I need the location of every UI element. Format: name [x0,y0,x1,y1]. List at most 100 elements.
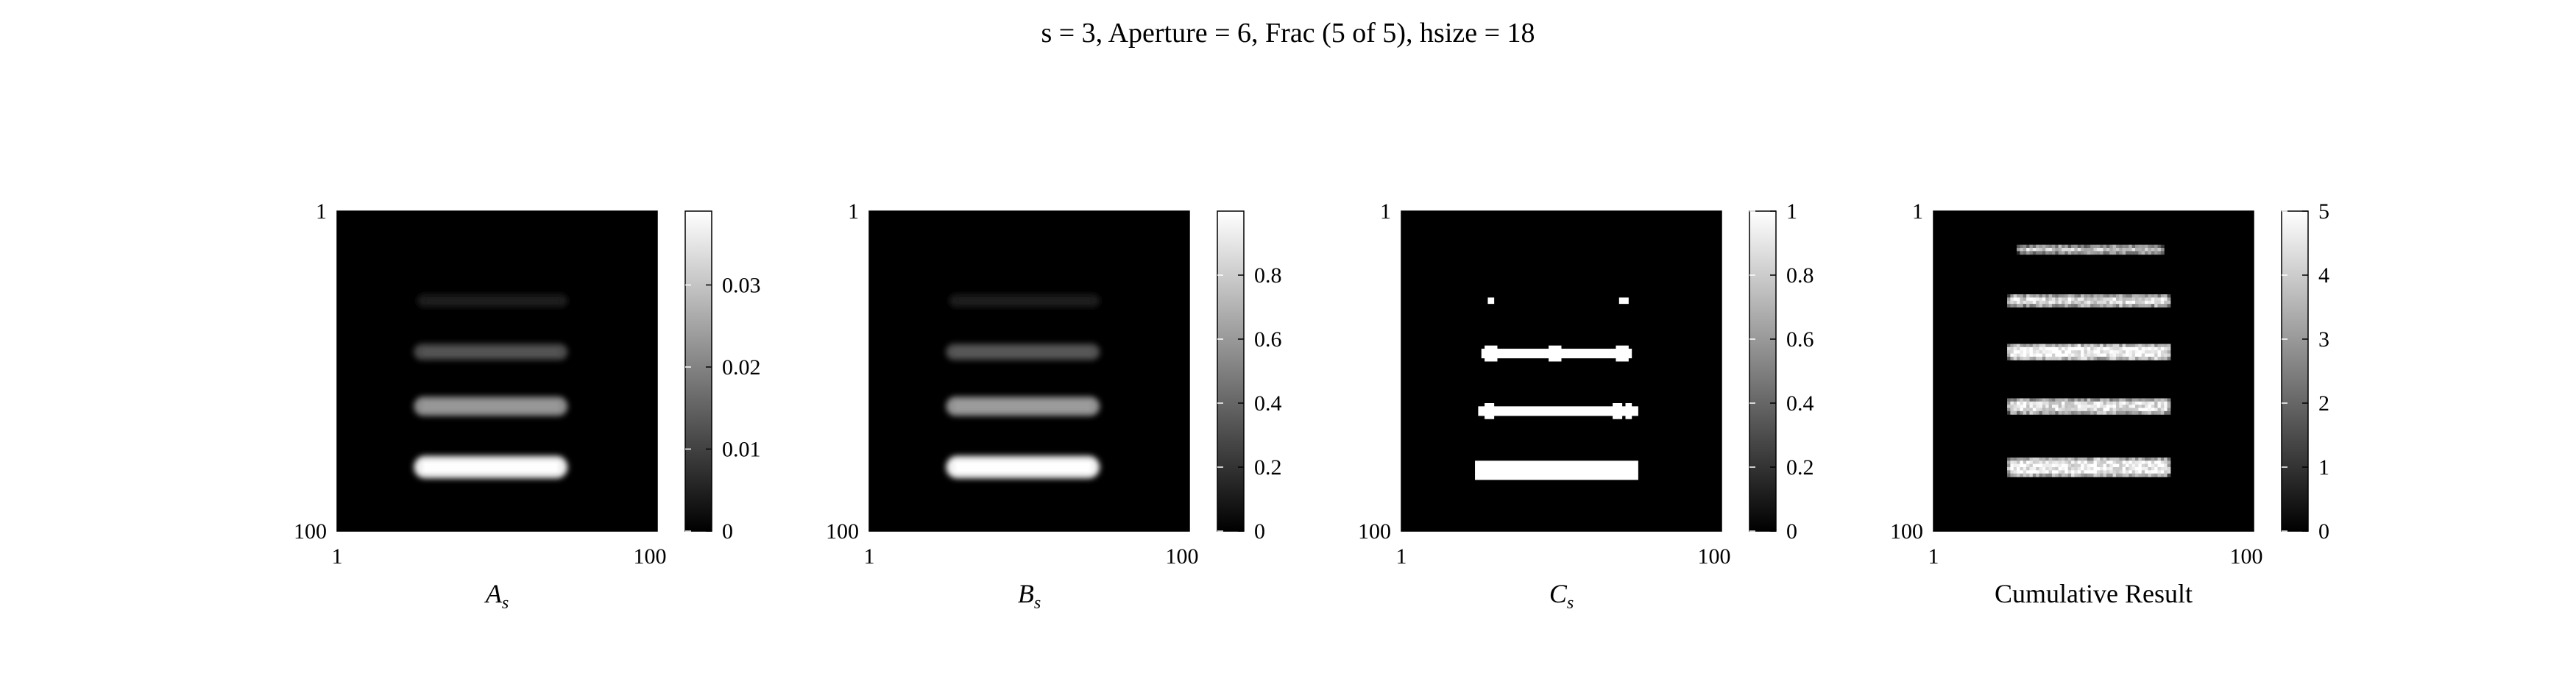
pixel [2067,398,2072,402]
pixel [2157,244,2162,249]
pixel [2064,346,2069,351]
pixel [2036,463,2040,468]
pixel [2129,410,2133,415]
pixel [2055,460,2059,465]
pixel [2020,398,2024,402]
pixel [2151,460,2155,465]
pixel [2062,463,2065,468]
pixel [2029,304,2034,307]
pixel [2135,344,2139,348]
pixel [2055,470,2059,474]
pixel [2157,350,2162,355]
pixel [2058,251,2062,255]
pixel [2010,304,2014,307]
pixel [2084,408,2088,412]
pixel [2151,401,2155,405]
pixel [2023,405,2027,409]
pixel [2087,350,2091,355]
pixel [2138,356,2142,360]
pixel [2112,401,2117,405]
pixel [2029,473,2034,477]
pixel [2029,398,2034,402]
pixel [2055,344,2059,348]
pixel [2135,410,2139,415]
pixel [2074,344,2078,348]
pixel [2135,463,2139,468]
pixel [2077,244,2081,249]
pixel [2100,248,2104,252]
pixel [2145,410,2148,415]
pixel [2154,405,2158,409]
pixel [2081,297,2084,302]
image-frame [868,210,1190,532]
pixel [2084,300,2088,305]
pixel [2115,408,2120,412]
pixel [2167,300,2171,305]
pixel [2026,244,2030,249]
pixel [2135,346,2139,351]
pixel [2157,457,2162,461]
pixel [2164,398,2168,402]
pixel [2026,344,2030,348]
pixel [2055,356,2059,360]
pixel [2131,300,2136,305]
pixel [2148,297,2152,302]
pixel [2058,408,2062,412]
pixel [2126,405,2129,409]
pixel [2055,408,2059,412]
mask-block-7 [1478,406,1638,416]
pixel [2138,460,2142,465]
pixel [2154,251,2158,255]
pixel [2109,251,2114,255]
pixel [2087,244,2091,249]
pixel [2023,304,2027,307]
pixel [2013,294,2017,298]
pixel [2122,408,2126,412]
pixel [2058,410,2062,415]
bar-core-1 [958,298,1091,304]
pixel [2109,401,2114,405]
pixel [2042,248,2046,252]
pixel [2023,470,2027,474]
pixel [2039,398,2043,402]
pixel [2145,344,2148,348]
pixel [2126,467,2129,471]
pixel [2013,408,2017,412]
pixel [2115,405,2120,409]
pixel [2129,470,2133,474]
pixel [2145,294,2148,298]
pixel [2115,467,2120,471]
pixel [2148,473,2152,477]
pixel [2090,356,2094,360]
pixel [2039,408,2043,412]
pixel [2026,356,2030,360]
pixel [2042,350,2046,355]
pixel [2157,297,2162,302]
pixel [2090,353,2094,358]
pixel [2010,457,2014,461]
pixel [2112,344,2117,348]
pixel [2029,344,2034,348]
pixel [2023,408,2027,412]
pixel [2096,457,2101,461]
pixel [2115,248,2120,252]
pixel [2131,356,2136,360]
pixel [2029,401,2034,405]
pixel [2138,350,2142,355]
pixel [2103,344,2107,348]
pixel [2062,457,2065,461]
pixel [2013,350,2017,355]
pixel [2045,350,2050,355]
pixel [2084,353,2088,358]
pixel [2058,460,2062,465]
pixel [2081,470,2084,474]
pixel [2067,300,2072,305]
pixel [2020,470,2024,474]
pixel [2122,398,2126,402]
pixel [2141,346,2145,351]
pixel [2064,405,2069,409]
pixel [2154,408,2158,412]
bar-1 [2017,244,2165,255]
pixel [2106,408,2110,412]
